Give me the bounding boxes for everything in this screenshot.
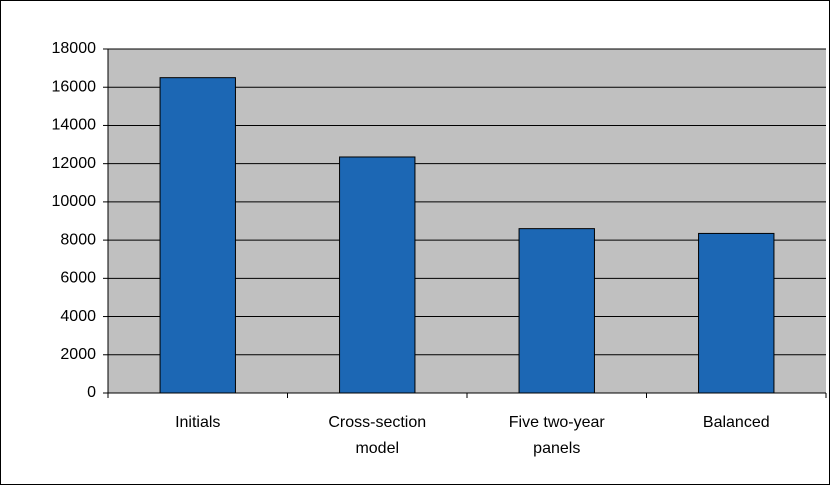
x-tick-label: Cross-section model: [328, 414, 427, 457]
y-tick-label: 6000: [60, 270, 96, 287]
bar: [159, 77, 236, 394]
bar: [339, 156, 416, 394]
y-tick-label: 14000: [52, 117, 97, 134]
y-tick-label: 12000: [52, 155, 97, 172]
x-tick-label: Initials: [175, 414, 221, 431]
y-tick-label: 0: [87, 384, 96, 401]
y-tick-label: 10000: [52, 193, 97, 210]
y-tick-label: 8000: [60, 231, 96, 248]
x-tick-label: Five two-year panels: [508, 414, 605, 457]
y-tick-label: 18000: [52, 40, 97, 57]
y-tick-label: 2000: [60, 346, 96, 363]
bar: [698, 232, 775, 394]
bar: [518, 228, 595, 394]
x-tick-label: Balanced: [702, 414, 770, 431]
y-tick-label: 16000: [52, 78, 97, 95]
y-tick-label: 4000: [60, 308, 96, 325]
